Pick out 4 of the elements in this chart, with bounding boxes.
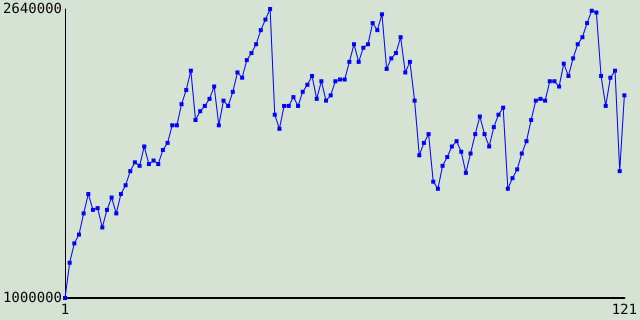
x-tick-label: 1: [60, 302, 70, 318]
x-tick-label: 121: [612, 302, 638, 318]
y-tick-label: 1000000: [2, 290, 62, 306]
y-tick-label: 2640000: [2, 1, 62, 17]
